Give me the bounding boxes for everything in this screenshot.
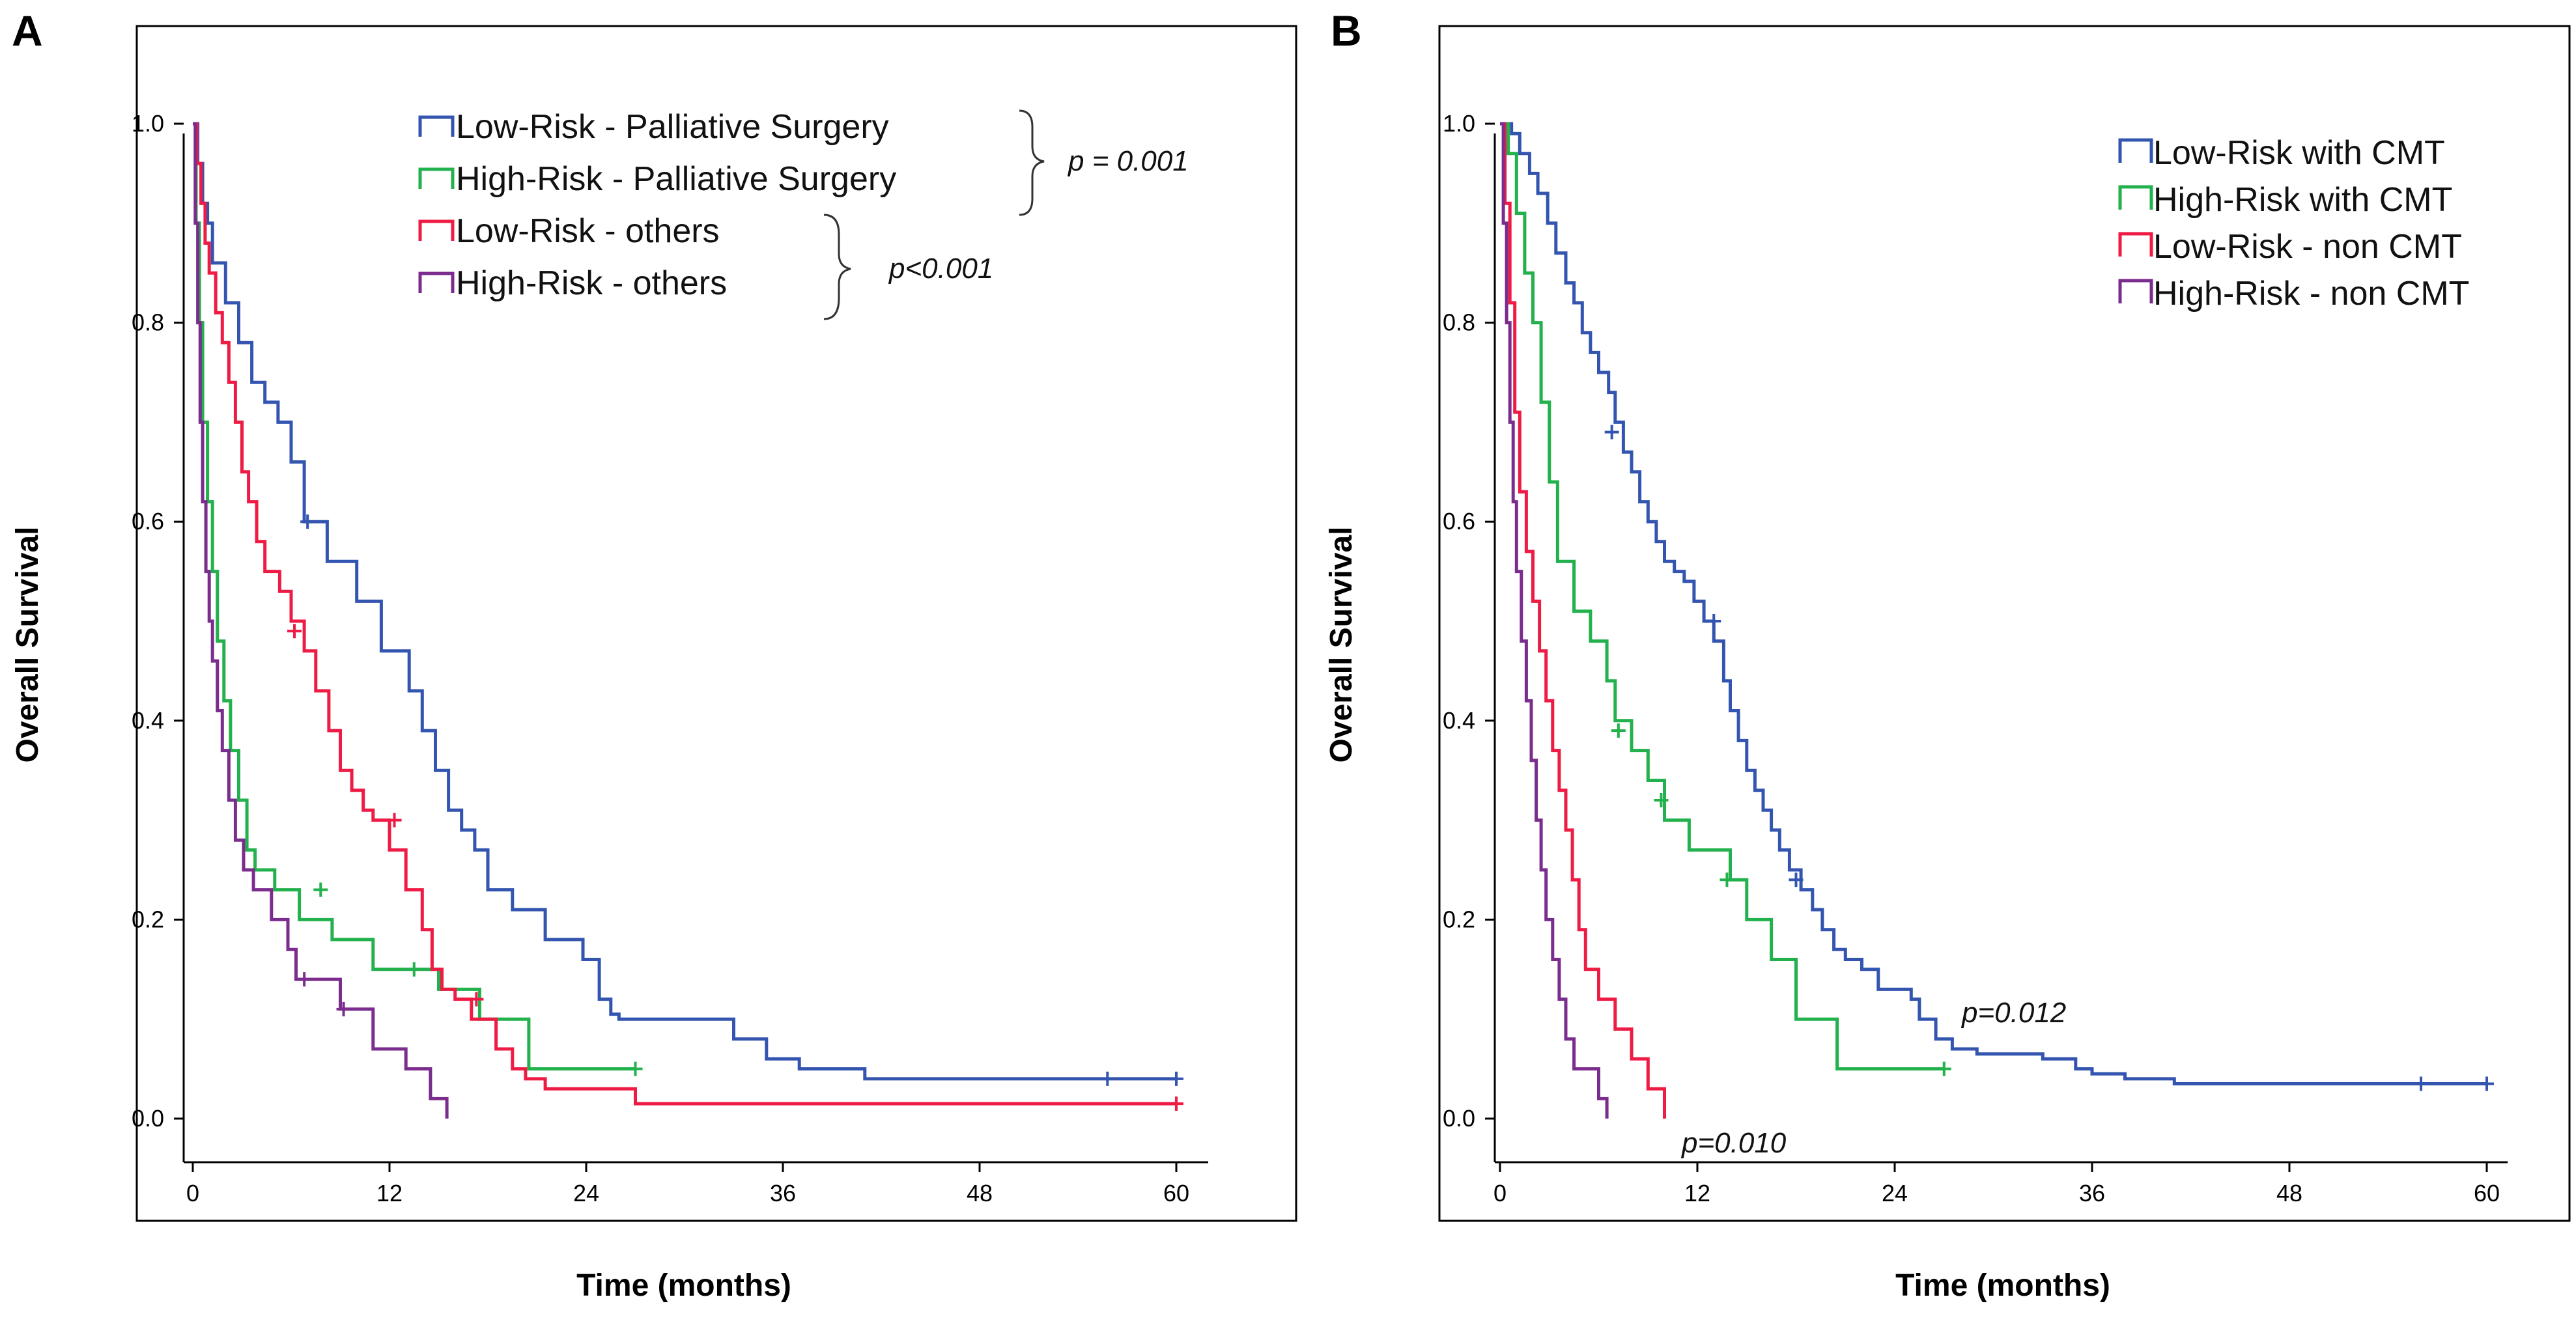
censor-mark [2480,1076,2494,1091]
x-axis-title-a: Time (months) [576,1268,791,1303]
censor-mark [1169,1071,1183,1086]
legend-swatch-low-risk-cmt [2118,138,2153,163]
legend-swatch-high-risk-others [418,272,455,293]
y-tick-label-b: 0.6 [1443,508,1475,535]
censor-mark [387,813,402,828]
y-tick-label-a: 0.6 [132,508,164,535]
censor-mark [628,1061,643,1076]
legend-swatch-low-risk-non-cmt [2118,232,2153,257]
km-curve-high-risk-with-cmt [1500,122,1944,1071]
censor-mark [1720,872,1734,887]
x-tick-label-a: 36 [770,1180,796,1206]
legend-label-low-risk-cmt: Low-Risk with CMT [2153,134,2445,172]
p-value-others: p<0.001 [888,253,993,285]
legend-label-low-risk-non-cmt: Low-Risk - non CMT [2153,228,2462,266]
legend-label-high-risk-palliative: High-Risk - Palliative Surgery [456,160,896,198]
legend-swatch-high-risk-palliative [418,167,455,189]
censor-mark [1100,1071,1115,1086]
legend-label-high-risk-others: High-Risk - others [456,264,727,302]
y-tick-label-b: 0.0 [1443,1105,1475,1132]
censor-mark [313,882,328,897]
y-axis-b: 0.0 0.2 0.4 0.6 0.8 1.0 [1443,110,1495,1132]
legend-swatch-low-risk-palliative [418,115,455,137]
y-axis-title-a: Overall Survival [10,527,45,763]
censor-mark [2414,1076,2428,1091]
y-tick-label-a: 0.2 [132,906,164,932]
censor-mark [1611,723,1626,738]
censor-mark [297,972,312,987]
legend-b: Low-Risk with CMT High-Risk with CMT Low… [2118,134,2469,313]
y-tick-label-a: 0.0 [132,1105,164,1132]
y-tick-label-a: 0.4 [132,707,164,734]
censor-mark [1654,793,1669,808]
km-curves-a [193,122,1183,1119]
censor-mark [406,962,421,977]
x-tick-label-b: 12 [1684,1180,1710,1206]
legend-label-low-risk-palliative: Low-Risk - Palliative Surgery [456,108,889,146]
censor-mark [300,514,315,529]
x-tick-label-b: 60 [2474,1180,2500,1206]
p-value-non-cmt: p=0.010 [1680,1127,1787,1159]
y-tick-label-b: 0.2 [1443,906,1475,932]
plot-frame-b [1438,25,2571,1222]
km-curve-low-risk-with-cmt [1500,122,2487,1085]
y-axis-a: 0.0 0.2 0.4 0.6 0.8 1.0 [132,110,184,1132]
censor-mark [287,624,302,639]
legend-swatch-low-risk-others [418,219,455,241]
legend-label-high-risk-cmt: High-Risk with CMT [2153,181,2452,219]
x-axis-title-b: Time (months) [1895,1268,2110,1303]
censor-mark [1936,1061,1951,1076]
x-tick-label-a: 0 [186,1180,199,1206]
km-curve-high-risk-non-cmt [1500,122,1609,1119]
x-tick-label-b: 24 [1882,1180,1908,1206]
km-curve-low-risk-palliative-surgery [193,122,1176,1081]
y-tick-label-b: 0.4 [1443,707,1475,734]
x-tick-label-a: 24 [573,1180,599,1206]
panel-b: B 0.0 0.2 0.4 0.6 0.8 1.0 0 12 [1324,7,2571,1303]
legend-swatch-high-risk-cmt [2118,185,2153,210]
censor-mark [469,992,484,1007]
legend-swatch-high-risk-non-cmt [2118,279,2153,303]
panel-letter-a: A [12,7,43,55]
km-curves-b [1500,122,2494,1119]
censor-mark [1604,425,1619,439]
panel-letter-b: B [1331,7,1362,55]
censor-mark [1706,614,1721,628]
x-tick-label-a: 48 [967,1180,993,1206]
x-axis-a: 0 12 24 36 48 60 [186,1162,1189,1206]
km-curve-low-risk-others [193,122,1176,1106]
panel-a: A 0.0 0.2 0.4 0.6 0.8 1.0 0 [10,7,1297,1303]
legend-label-low-risk-others: Low-Risk - others [456,212,720,250]
x-tick-label-b: 48 [2276,1180,2302,1206]
x-axis-b: 0 12 24 36 48 60 [1493,1162,2500,1206]
legend-label-high-risk-non-cmt: High-Risk - non CMT [2153,275,2469,313]
y-tick-label-a: 1.0 [132,110,164,137]
km-curve-high-risk-others [193,122,449,1119]
x-tick-label-b: 36 [2079,1180,2105,1206]
x-tick-label-a: 60 [1163,1180,1189,1206]
y-tick-label-a: 0.8 [132,309,164,336]
plot-frame-a [135,25,1297,1222]
x-tick-label-b: 0 [1493,1180,1507,1206]
brace-others [823,214,851,320]
censor-mark [336,1001,351,1016]
legend-a: Low-Risk - Palliative Surgery High-Risk … [418,108,896,302]
y-axis-title-b: Overall Survival [1324,527,1359,763]
p-value-cmt: p=0.012 [1960,997,2066,1029]
km-curve-low-risk-non-cmt [1500,122,1666,1119]
p-value-palliative: p = 0.001 [1067,145,1189,177]
brace-palliative [1019,109,1045,216]
y-tick-label-b: 1.0 [1443,110,1475,137]
y-tick-label-b: 0.8 [1443,309,1475,336]
x-tick-label-a: 12 [376,1180,403,1206]
censor-mark [1789,872,1804,887]
censor-mark [1169,1096,1183,1111]
